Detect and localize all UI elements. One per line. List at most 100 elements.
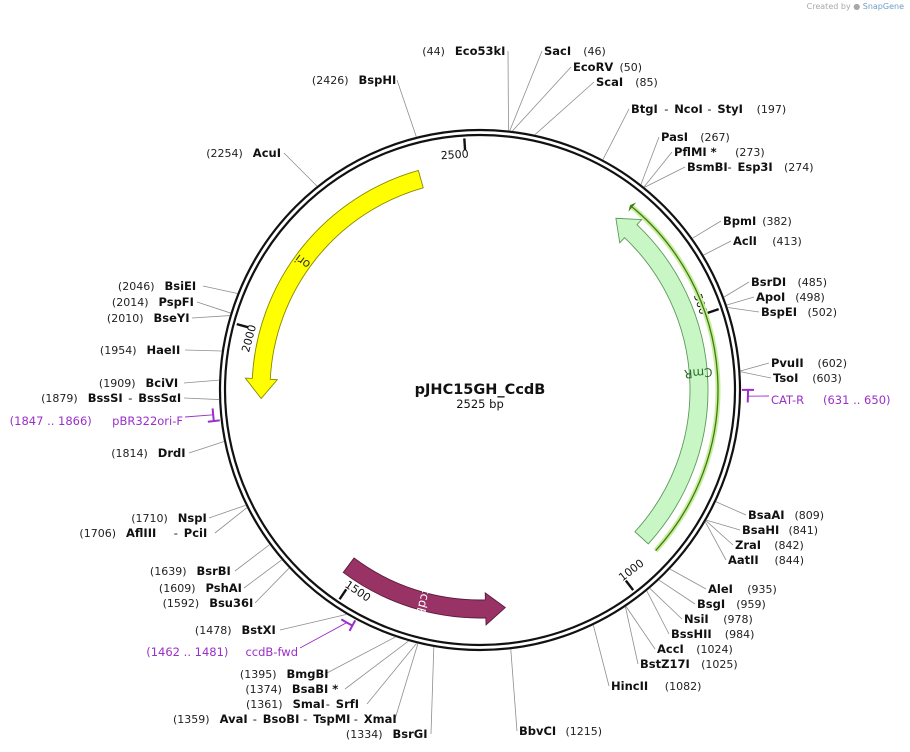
primer-label-pbr322ori-f[interactable]: (1847 .. 1866) pBR322ori-F	[10, 414, 183, 428]
enzyme-position: (1909)	[99, 377, 136, 390]
enzyme-label-bstxi[interactable]: (1478) BstXI	[195, 623, 276, 637]
enzyme-label-aatii[interactable]: AatII (844)	[728, 553, 804, 567]
enzyme-label-tsoi[interactable]: TsoI (603)	[773, 371, 842, 385]
enzyme-label-bsahi[interactable]: BsaHI (841)	[742, 523, 818, 537]
enzyme-label-haeii[interactable]: (1954) HaeII	[100, 343, 180, 357]
enzyme-label-acli[interactable]: AclI (413)	[733, 234, 802, 248]
enzyme-name: NsiI	[684, 612, 709, 626]
enzyme-position: (2010)	[107, 312, 144, 325]
enzyme-name: AcuI	[253, 146, 281, 160]
enzyme-position: (1361)	[246, 698, 283, 711]
enzyme-label-ecorv[interactable]: EcoRV (50)	[573, 60, 642, 74]
enzyme-label-bbvci[interactable]: BbvCI (1215)	[519, 724, 602, 738]
enzyme-position: (844)	[775, 554, 805, 567]
enzyme-leader-line	[592, 625, 610, 687]
primer-range: (1462 .. 1481)	[146, 645, 228, 659]
enzyme-name: BseYI	[154, 311, 190, 325]
enzyme-label-pspfi[interactable]: (2014) PspFI	[112, 295, 194, 309]
primer-name: pBR322ori-F	[112, 414, 183, 428]
enzyme-label-bsphi[interactable]: (2426) BspHI	[312, 73, 396, 87]
enzyme-name: NcoI	[674, 102, 703, 116]
enzyme-position: (1478)	[195, 624, 232, 637]
feature-arrow-ccdb[interactable]	[342, 557, 506, 626]
enzyme-label-bsaai[interactable]: BsaAI (809)	[748, 508, 824, 522]
enzyme-label-bsrdi[interactable]: BsrDI (485)	[751, 275, 827, 289]
ruler-tick-label: 1000	[616, 557, 646, 584]
enzyme-position: (2046)	[118, 280, 155, 293]
enzyme-position: (1879)	[41, 392, 78, 405]
enzyme-label-apoi[interactable]: ApoI (498)	[756, 290, 825, 304]
enzyme-name: Bsu36I	[209, 596, 253, 610]
primer-range: (1847 .. 1866)	[10, 414, 92, 428]
enzyme-separator: -	[707, 102, 711, 116]
enzyme-label-bsrgi[interactable]: (1334) BsrGI	[346, 727, 428, 741]
enzyme-name: PflMI *	[674, 145, 717, 159]
enzyme-name: ScaI	[596, 75, 623, 89]
enzyme-name: AclI	[733, 234, 757, 248]
enzyme-position: (1710)	[131, 512, 168, 525]
snapgene-logo-icon: ●	[853, 2, 861, 11]
enzyme-label-acui[interactable]: (2254) AcuI	[206, 146, 281, 160]
enzyme-label-bsabi[interactable]: (1374) BsaBI *	[245, 682, 338, 696]
enzyme-label-pflmi[interactable]: PflMI * (273)	[674, 145, 765, 159]
enzyme-label-bpmi[interactable]: BpmI (382)	[723, 214, 792, 228]
plasmid-backbone	[218, 128, 742, 652]
enzyme-position: (1334)	[346, 728, 383, 741]
enzyme-leader-line	[740, 371, 772, 379]
enzyme-position: (959)	[736, 598, 766, 611]
enzyme-label-pasi[interactable]: PasI (267)	[661, 130, 730, 144]
enzyme-label-pvuii[interactable]: PvuII (602)	[771, 356, 847, 370]
enzyme-label-bmgbi[interactable]: (1395) BmgBI	[240, 667, 329, 681]
enzyme-leader-line	[692, 220, 722, 239]
enzyme-label-smai[interactable]: (1361) SmaI - SrfI	[246, 697, 359, 711]
enzyme-name: TsoI	[773, 371, 798, 385]
enzyme-label-nsii[interactable]: NsiI (978)	[684, 612, 753, 626]
enzyme-label-bseyi[interactable]: (2010) BseYI	[107, 311, 190, 325]
enzyme-label-bspei[interactable]: BspEI (502)	[761, 305, 837, 319]
enzyme-label-bstz17i[interactable]: BstZ17I (1025)	[640, 657, 738, 671]
enzyme-label-nspi[interactable]: (1710) NspI	[131, 511, 207, 525]
enzyme-leader-line	[183, 397, 220, 400]
enzyme-label-pshai[interactable]: (1609) PshAI	[159, 581, 242, 595]
enzyme-label-zrai[interactable]: ZraI (842)	[735, 538, 804, 552]
enzyme-label-bsrbi[interactable]: (1639) BsrBI	[150, 564, 231, 578]
enzyme-label-acci[interactable]: AccI (1024)	[657, 642, 733, 656]
enzyme-position: (935)	[747, 583, 777, 596]
primer-name: ccdB-fwd	[245, 645, 298, 659]
enzyme-label-bcivi[interactable]: (1909) BciVI	[99, 376, 178, 390]
enzyme-label-bsiei[interactable]: (2046) BsiEI	[118, 279, 196, 293]
enzyme-label-avai[interactable]: (1359) AvaI - BsoBI - TspMI - XmaI	[173, 712, 397, 726]
enzyme-leader-line	[644, 166, 686, 188]
enzyme-name: StyI	[717, 102, 743, 116]
enzyme-separator: -	[128, 391, 132, 405]
enzyme-label-drdi[interactable]: (1814) DrdI	[111, 446, 185, 460]
enzyme-label-hincii[interactable]: HincII (1082)	[611, 679, 701, 693]
plasmid-name: pJHC15GH_CcdB	[415, 382, 546, 398]
enzyme-label-btgi[interactable]: BtgI - NcoI - StyI (197)	[631, 102, 786, 116]
enzyme-label-eco53ki[interactable]: (44) Eco53kI	[422, 44, 505, 58]
enzyme-leader-line	[512, 66, 572, 132]
enzyme-leader-line	[726, 296, 755, 306]
enzyme-label-alei[interactable]: AleI (935)	[708, 582, 777, 596]
enzyme-leader-line	[705, 520, 734, 546]
enzyme-label-bsmbi[interactable]: BsmBI - Esp3I (274)	[687, 160, 814, 174]
feature-arrow-ori[interactable]	[244, 169, 424, 400]
primer-label-ccdb-fwd[interactable]: (1462 .. 1481) ccdB-fwd	[146, 645, 298, 659]
enzyme-name: BbvCI	[519, 724, 556, 738]
enzyme-position: (842)	[774, 539, 804, 552]
enzyme-name: NspI	[178, 511, 207, 525]
enzyme-label-bsssi[interactable]: (1879) BssSI - BssSαI	[41, 391, 181, 405]
feature-arrow-cmr[interactable]	[615, 217, 709, 545]
enzyme-label-bsgi[interactable]: BsgI (959)	[697, 597, 766, 611]
enzyme-name: BmgBI	[287, 667, 329, 681]
cmr-strip-line	[631, 206, 719, 552]
primer-label-cat-r[interactable]: CAT-R (631 .. 650)	[771, 393, 891, 407]
enzyme-position: (1215)	[566, 725, 603, 738]
enzyme-label-saci[interactable]: SacI (46)	[544, 44, 606, 58]
enzyme-position: (1609)	[159, 582, 196, 595]
enzyme-label-bsshii[interactable]: BssHII (984)	[671, 627, 754, 641]
enzyme-leader-line	[208, 504, 246, 519]
enzyme-label-scai[interactable]: ScaI (85)	[596, 75, 658, 89]
enzyme-label-afliii[interactable]: (1706) AflIII - PciI	[79, 526, 207, 540]
enzyme-label-bsu36i[interactable]: (1592) Bsu36I	[163, 596, 254, 610]
